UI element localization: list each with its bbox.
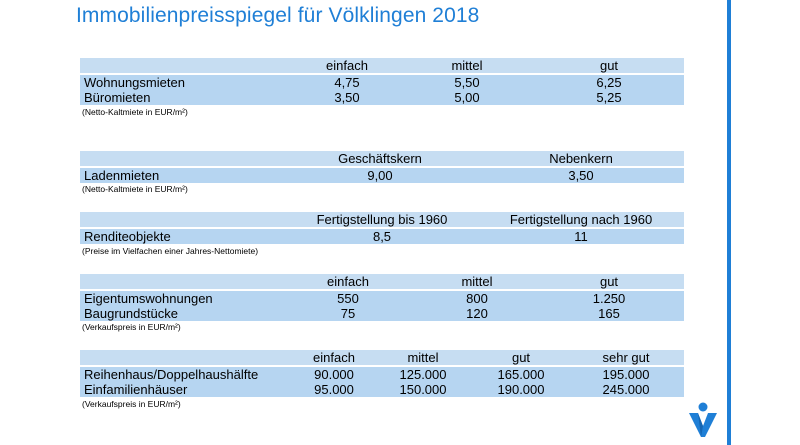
row-label: Ladenmieten — [84, 168, 160, 183]
table-header: einfach mittel gut — [80, 58, 684, 73]
col-header: gut — [599, 58, 619, 73]
col-header: sehr gut — [602, 350, 650, 365]
col-header: gut — [599, 274, 619, 289]
cell-value: 75 — [340, 306, 356, 321]
col-header: einfach — [326, 58, 368, 73]
col-header: Fertigstellung nach 1960 — [509, 212, 653, 227]
cell-value: 550 — [337, 291, 359, 306]
table-note: (Netto-Kaltmiete in EUR/m²) — [82, 107, 188, 117]
v-logo-icon — [689, 402, 717, 437]
col-header: Fertigstellung bis 1960 — [316, 212, 448, 227]
table-renditeobjekte: Fertigstellung bis 1960 Fertigstellung n… — [80, 212, 684, 244]
table-header: Geschäftskern Nebenkern — [80, 151, 684, 166]
cell-value: 5,25 — [596, 90, 622, 105]
row-label: Baugrundstücke — [84, 306, 178, 321]
table-row: Renditeobjekte 8,5 11 — [80, 229, 684, 244]
col-header: einfach — [327, 274, 369, 289]
cell-value: 3,50 — [568, 168, 594, 183]
cell-value: 11 — [574, 229, 588, 244]
table-header: einfach mittel gut — [80, 274, 684, 289]
cell-value: 165.000 — [497, 367, 545, 382]
table-note: (Preise im Vielfachen einer Jahres-Netto… — [82, 246, 259, 256]
row-label: Reihenhaus/Doppelhaushälfte — [84, 367, 259, 382]
col-header: mittel — [451, 58, 483, 73]
row-label: Einfamilienhäuser — [84, 382, 188, 397]
table-eigentum: einfach mittel gut Eigentumswohnungen 55… — [80, 274, 684, 321]
cell-value: 9,00 — [367, 168, 393, 183]
table-header: einfach mittel gut sehr gut — [80, 350, 684, 365]
cell-value: 6,25 — [596, 75, 622, 90]
cell-value: 195.000 — [602, 367, 650, 382]
col-header: Geschäftskern — [338, 151, 422, 166]
table-row: Reihenhaus/Doppelhaushälfte 90.000 125.0… — [80, 367, 684, 382]
cell-value: 95.000 — [314, 382, 354, 397]
cell-value: 3,50 — [334, 90, 360, 105]
row-label: Eigentumswohnungen — [84, 291, 213, 306]
col-header: gut — [511, 350, 531, 365]
cell-value: 150.000 — [399, 382, 447, 397]
col-header: mittel — [461, 274, 493, 289]
cell-value: 190.000 — [497, 382, 545, 397]
cell-value: 8,5 — [372, 229, 392, 244]
table-row: Ladenmieten 9,00 3,50 — [80, 168, 684, 183]
right-accent-bar — [727, 0, 731, 445]
cell-value: 5,00 — [454, 90, 480, 105]
row-label: Büromieten — [84, 90, 151, 105]
row-label: Wohnungsmieten — [84, 75, 185, 90]
cell-value: 165 — [598, 306, 620, 321]
table-row: Wohnungsmieten 4,75 5,50 6,25 — [80, 75, 684, 90]
cell-value: 1.250 — [592, 291, 626, 306]
table-ladenmieten: Geschäftskern Nebenkern Ladenmieten 9,00… — [80, 151, 684, 183]
col-header: einfach — [313, 350, 355, 365]
table-row: Baugrundstücke 75 120 165 — [80, 306, 684, 321]
table-note: (Verkaufspreis in EUR/m²) — [82, 322, 181, 332]
cell-value: 90.000 — [314, 367, 354, 382]
row-label: Renditeobjekte — [84, 229, 171, 244]
table-mieten: einfach mittel gut Wohnungsmieten 4,75 5… — [80, 58, 684, 105]
cell-value: 4,75 — [334, 75, 360, 90]
col-header: Nebenkern — [549, 151, 613, 166]
table-header: Fertigstellung bis 1960 Fertigstellung n… — [80, 212, 684, 227]
table-note: (Netto-Kaltmiete in EUR/m²) — [82, 184, 188, 194]
table-row: Büromieten 3,50 5,00 5,25 — [80, 90, 684, 105]
page-title: Immobilienpreisspiegel für Völklingen 20… — [76, 4, 480, 27]
table-haeuser: einfach mittel gut sehr gut Reihenhaus/D… — [80, 350, 684, 397]
col-header: mittel — [407, 350, 439, 365]
table-row: Einfamilienhäuser 95.000 150.000 190.000… — [80, 382, 684, 397]
cell-value: 125.000 — [399, 367, 447, 382]
cell-value: 120 — [466, 306, 488, 321]
cell-value: 5,50 — [454, 75, 480, 90]
table-row: Eigentumswohnungen 550 800 1.250 — [80, 291, 684, 306]
cell-value: 800 — [466, 291, 488, 306]
cell-value: 245.000 — [602, 382, 650, 397]
table-note: (Verkaufspreis in EUR/m²) — [82, 399, 181, 409]
